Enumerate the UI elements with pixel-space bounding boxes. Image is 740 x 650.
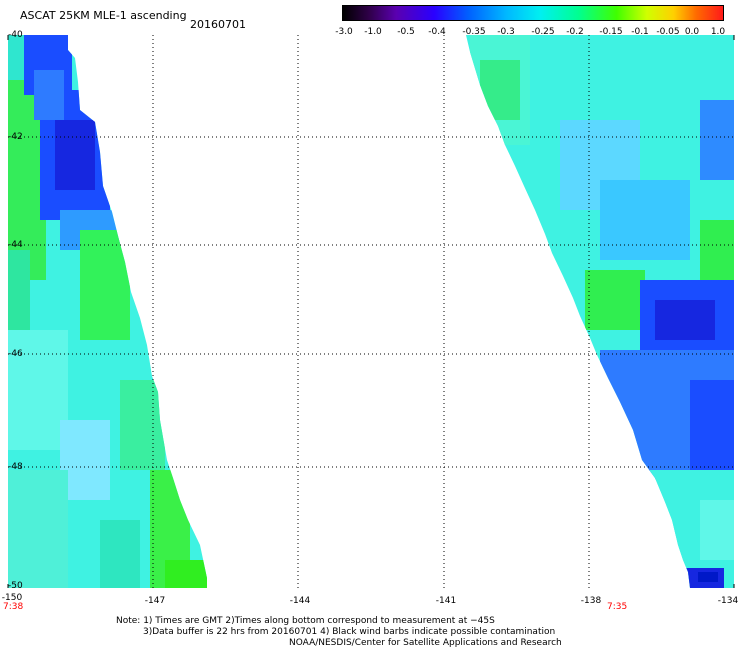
right-swath bbox=[466, 35, 734, 588]
lat-label: -48 bbox=[8, 462, 23, 472]
grid bbox=[8, 35, 734, 588]
lon-label: -134 bbox=[717, 596, 739, 606]
lat-label: -40 bbox=[8, 30, 23, 40]
lat-label: -50 bbox=[8, 581, 23, 591]
colorbar-label: -0.25 bbox=[531, 27, 555, 37]
time-label-left: 7:38 bbox=[3, 602, 24, 612]
lon-label: -144 bbox=[289, 596, 311, 606]
colorbar-label: -1.0 bbox=[364, 27, 382, 37]
map-date: 20160701 bbox=[190, 18, 246, 31]
frame-ticks bbox=[7, 35, 735, 588]
note-line-1: Note: 1) Times are GMT 2)Times along bot… bbox=[116, 616, 495, 626]
left-swath bbox=[8, 35, 207, 588]
time-label-right: 7:35 bbox=[607, 602, 628, 612]
colorbar-label: -0.2 bbox=[566, 27, 584, 37]
colorbar-label: -0.15 bbox=[599, 27, 623, 37]
lat-label: -46 bbox=[8, 349, 23, 359]
colorbar-label: -0.5 bbox=[397, 27, 415, 37]
colorbar-label: -0.1 bbox=[631, 27, 649, 37]
colorbar-label: -0.4 bbox=[428, 27, 446, 37]
colorbar-label: 1.0 bbox=[710, 27, 726, 37]
colorbar-label: -0.3 bbox=[497, 27, 515, 37]
colorbar-label: -0.05 bbox=[656, 27, 680, 37]
note-line-2: 3)Data buffer is 22 hrs from 20160701 4)… bbox=[143, 627, 556, 637]
note-line-3: NOAA/NESDIS/Center for Satellite Applica… bbox=[289, 638, 562, 648]
lon-label: -138 bbox=[580, 596, 602, 606]
colorbar-label: -0.35 bbox=[462, 27, 486, 37]
colorbar-label: 0.0 bbox=[684, 27, 700, 37]
lon-label: -150 bbox=[1, 593, 23, 603]
map-title: ASCAT 25KM MLE-1 ascending bbox=[20, 9, 187, 22]
right-green-region bbox=[585, 270, 645, 330]
colorbar-label: -3.0 bbox=[335, 27, 353, 37]
lon-label: -141 bbox=[435, 596, 457, 606]
lat-label: -42 bbox=[8, 132, 23, 142]
lat-label: -44 bbox=[8, 240, 23, 250]
colorbar bbox=[342, 5, 724, 21]
lon-label: -147 bbox=[144, 596, 166, 606]
